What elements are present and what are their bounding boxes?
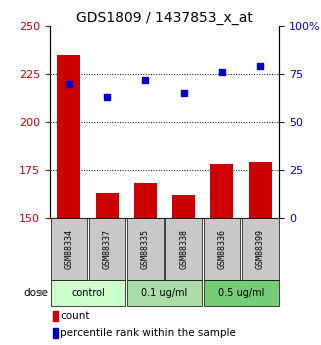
- Bar: [53, 311, 58, 321]
- Text: GSM88334: GSM88334: [65, 229, 74, 269]
- Bar: [249, 162, 272, 218]
- Text: GSM88335: GSM88335: [141, 229, 150, 269]
- Text: count: count: [60, 311, 90, 321]
- FancyBboxPatch shape: [127, 280, 202, 306]
- FancyBboxPatch shape: [50, 280, 126, 306]
- FancyBboxPatch shape: [127, 218, 164, 280]
- Text: GSM88399: GSM88399: [256, 229, 265, 269]
- Point: [181, 90, 186, 96]
- Text: GSM88336: GSM88336: [217, 229, 226, 269]
- Point: [143, 77, 148, 82]
- Bar: [172, 195, 195, 218]
- Title: GDS1809 / 1437853_x_at: GDS1809 / 1437853_x_at: [76, 11, 253, 25]
- Bar: [53, 328, 58, 338]
- FancyBboxPatch shape: [165, 218, 202, 280]
- Text: GSM88338: GSM88338: [179, 229, 188, 269]
- Text: 0.1 ug/ml: 0.1 ug/ml: [141, 288, 188, 298]
- Text: control: control: [71, 288, 105, 298]
- Text: percentile rank within the sample: percentile rank within the sample: [60, 328, 236, 338]
- FancyBboxPatch shape: [242, 218, 279, 280]
- Point: [105, 94, 110, 100]
- FancyBboxPatch shape: [89, 218, 126, 280]
- FancyBboxPatch shape: [50, 218, 87, 280]
- Text: dose: dose: [23, 288, 48, 298]
- Bar: [211, 164, 233, 218]
- Bar: [134, 184, 157, 218]
- Bar: [57, 55, 80, 218]
- FancyBboxPatch shape: [204, 218, 240, 280]
- FancyBboxPatch shape: [204, 280, 279, 306]
- Point: [66, 81, 72, 86]
- Point: [257, 63, 263, 69]
- Bar: [96, 193, 118, 218]
- Text: GSM88337: GSM88337: [103, 229, 112, 269]
- Text: 0.5 ug/ml: 0.5 ug/ml: [218, 288, 264, 298]
- Point: [219, 69, 224, 75]
